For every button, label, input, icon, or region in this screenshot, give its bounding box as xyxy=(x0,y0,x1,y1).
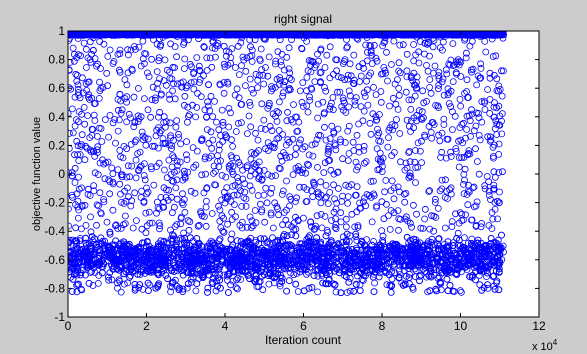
figure: 0 2 4 6 8 10 12 -1-0.8-0.6-0.4-0.200.20.40.60.… xyxy=(31,12,558,353)
